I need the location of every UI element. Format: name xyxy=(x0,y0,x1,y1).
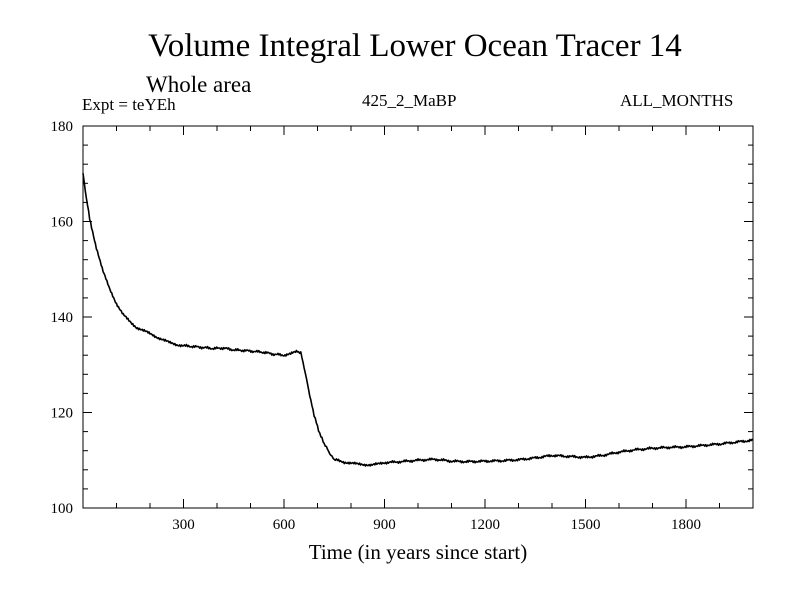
y-tick-label: 180 xyxy=(51,119,74,135)
y-tick-label: 140 xyxy=(51,310,74,326)
plot-frame xyxy=(82,125,754,509)
x-tick-label: 600 xyxy=(273,517,296,533)
chart-title: Volume Integral Lower Ocean Tracer 14 xyxy=(148,28,682,64)
x-tick-label: 1500 xyxy=(571,517,601,533)
y-tick-label: 100 xyxy=(51,501,74,517)
x-tick-label: 1200 xyxy=(470,517,500,533)
x-tick-label: 300 xyxy=(172,517,195,533)
x-tick-label: 1800 xyxy=(671,517,701,533)
x-axis-label: Time (in years since start) xyxy=(308,540,528,564)
chart-subtitle: Whole area xyxy=(146,72,252,97)
experiment-name: 425_2_MaBP xyxy=(362,91,457,110)
y-tick-label: 120 xyxy=(51,406,74,422)
series-line-0 xyxy=(82,173,754,467)
experiment-label: Expt = teYEh xyxy=(82,95,176,114)
y-tick-label: 160 xyxy=(51,215,74,231)
months-label: ALL_MONTHS xyxy=(620,91,734,110)
x-tick-label: 900 xyxy=(373,517,396,533)
